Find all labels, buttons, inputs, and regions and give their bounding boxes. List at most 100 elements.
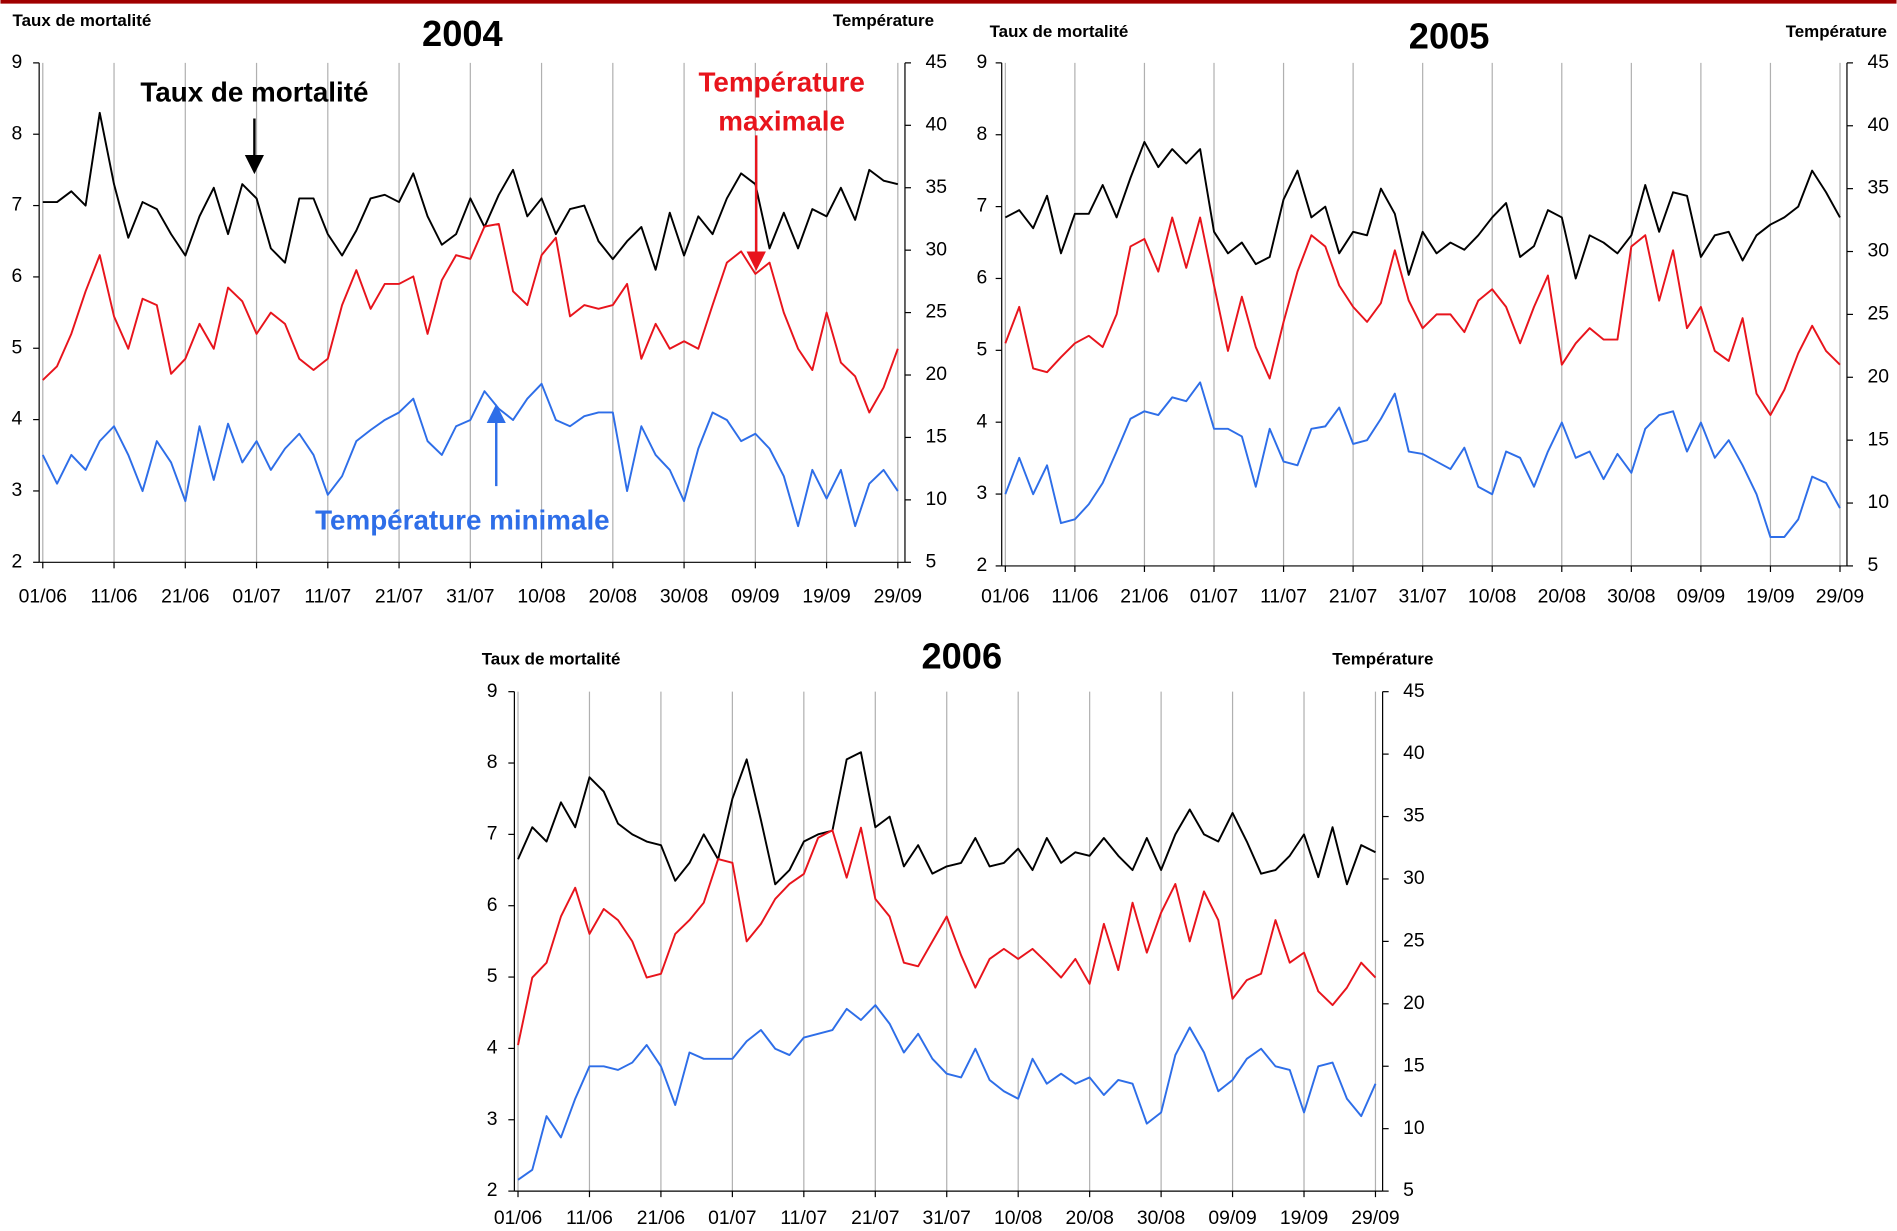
x-tick-label: 21/06	[1120, 585, 1168, 607]
annotation: Taux de mortalité	[140, 77, 368, 108]
y-tick-label: 6	[487, 894, 498, 916]
x-tick-label: 10/08	[994, 1207, 1042, 1229]
x-tick-label: 11/07	[1260, 585, 1307, 607]
y-tick-label: 8	[11, 122, 22, 144]
x-tick-label: 11/07	[304, 585, 351, 607]
y-tick-label: 3	[487, 1108, 498, 1130]
annotation: Température minimale	[315, 505, 610, 536]
chart-title: 2005	[1409, 15, 1490, 56]
series-line	[517, 826, 1377, 1046]
y-tick-label: 9	[11, 51, 22, 73]
y2-tick-label: 10	[1868, 491, 1890, 513]
y2-tick-label: 45	[1403, 680, 1425, 702]
x-tick-label: 21/07	[851, 1207, 899, 1229]
x-tick-label: 01/07	[708, 1207, 756, 1229]
y-tick-label: 4	[487, 1037, 498, 1059]
y2-tick-label: 35	[1868, 177, 1890, 199]
y2-tick-label: 15	[1868, 428, 1890, 450]
y2-tick-label: 40	[1868, 114, 1890, 136]
y-tick-label: 5	[11, 336, 22, 358]
y-tick-label: 6	[976, 267, 987, 289]
y-tick-label: 9	[487, 680, 498, 702]
chart-title: 2004	[422, 13, 503, 54]
x-tick-label: 30/08	[1137, 1207, 1185, 1229]
panel: 01/06 11/06 21/06 01/07 11/07 21/07 31/07 10/08…	[482, 636, 1434, 1229]
series-line	[517, 1004, 1377, 1181]
chart-title: 2006	[921, 636, 1002, 677]
y2-tick-label: 45	[926, 51, 948, 73]
y-tick-label: 3	[976, 482, 987, 504]
y-tick-label: 6	[11, 265, 22, 287]
y-tick-label: 5	[487, 965, 498, 987]
y2-tick-label: 35	[1403, 805, 1425, 827]
y2-tick-label: 10	[926, 488, 948, 510]
x-tick-label: 11/06	[91, 585, 138, 607]
y-axis-label: Taux de mortalité	[13, 11, 152, 30]
annotation-line: Température	[698, 67, 864, 98]
y2-tick-label: 30	[1403, 867, 1425, 889]
y2-tick-label: 40	[926, 113, 948, 135]
x-tick-label: 29/09	[1816, 585, 1864, 607]
y-tick-label: 5	[976, 338, 987, 360]
series-line	[1004, 216, 1841, 416]
x-tick-label: 19/09	[802, 585, 850, 607]
x-tick-label: 21/07	[1329, 585, 1377, 607]
x-tick-label: 09/09	[1677, 585, 1725, 607]
y-tick-label: 8	[976, 123, 987, 145]
x-tick-label: 11/06	[566, 1207, 613, 1229]
x-tick-label: 09/09	[731, 585, 779, 607]
y-tick-label: 9	[976, 51, 987, 73]
x-tick-label: 31/07	[1398, 585, 1446, 607]
series-line	[1004, 140, 1841, 280]
y2-tick-label: 10	[1403, 1117, 1425, 1139]
y-tick-label: 2	[11, 550, 22, 572]
y2-tick-label: 25	[1403, 929, 1425, 951]
x-tick-label: 01/06	[19, 585, 67, 607]
x-tick-label: 29/09	[874, 585, 922, 607]
x-tick-label: 09/09	[1208, 1207, 1256, 1229]
y2-tick-label: 15	[1403, 1054, 1425, 1076]
y-tick-label: 3	[11, 479, 22, 501]
y2-tick-label: 15	[926, 426, 948, 448]
x-tick-label: 19/09	[1746, 585, 1794, 607]
x-tick-label: 30/08	[1607, 585, 1655, 607]
annotation: Température maximale	[698, 67, 864, 137]
y-tick-label: 2	[976, 554, 987, 576]
y2-tick-label: 30	[1868, 240, 1890, 262]
y2-tick-label: 45	[1868, 51, 1890, 73]
y2-axis-label: Température	[833, 11, 934, 30]
y-tick-label: 8	[487, 751, 498, 773]
x-tick-label: 20/08	[589, 585, 637, 607]
x-tick-label: 11/07	[780, 1207, 827, 1229]
x-tick-label: 21/06	[161, 585, 209, 607]
y-tick-label: 7	[11, 194, 22, 216]
y-tick-label: 7	[976, 195, 987, 217]
x-tick-label: 10/08	[517, 585, 565, 607]
series-line	[1004, 381, 1841, 538]
series-line	[41, 382, 899, 528]
panel: 01/06 11/06 21/06 01/07 11/07 21/07 31/07 10/08…	[976, 15, 1889, 607]
y2-tick-label: 20	[1403, 992, 1425, 1014]
panel: 01/06 11/06 21/06 01/07 11/07 21/07 31/07 10/08…	[11, 11, 947, 607]
annotation-line: Taux de mortalité	[140, 77, 368, 108]
y2-tick-label: 35	[926, 176, 948, 198]
y2-tick-label: 20	[1868, 365, 1890, 387]
y-tick-label: 2	[487, 1179, 498, 1201]
annotation-line: Température minimale	[315, 505, 610, 536]
x-tick-label: 10/08	[1468, 585, 1516, 607]
x-tick-label: 01/07	[232, 585, 280, 607]
y2-tick-label: 30	[926, 238, 948, 260]
x-tick-label: 19/09	[1280, 1207, 1328, 1229]
y-axis-label: Taux de mortalité	[990, 22, 1129, 41]
x-tick-label: 20/08	[1065, 1207, 1113, 1229]
y2-tick-label: 20	[926, 363, 948, 385]
y2-tick-label: 5	[926, 550, 937, 572]
y2-tick-label: 5	[1868, 554, 1879, 576]
x-tick-label: 11/06	[1051, 585, 1098, 607]
y-tick-label: 4	[11, 408, 22, 430]
y-tick-label: 4	[976, 410, 987, 432]
y2-tick-label: 25	[1868, 303, 1890, 325]
x-tick-label: 01/07	[1190, 585, 1238, 607]
